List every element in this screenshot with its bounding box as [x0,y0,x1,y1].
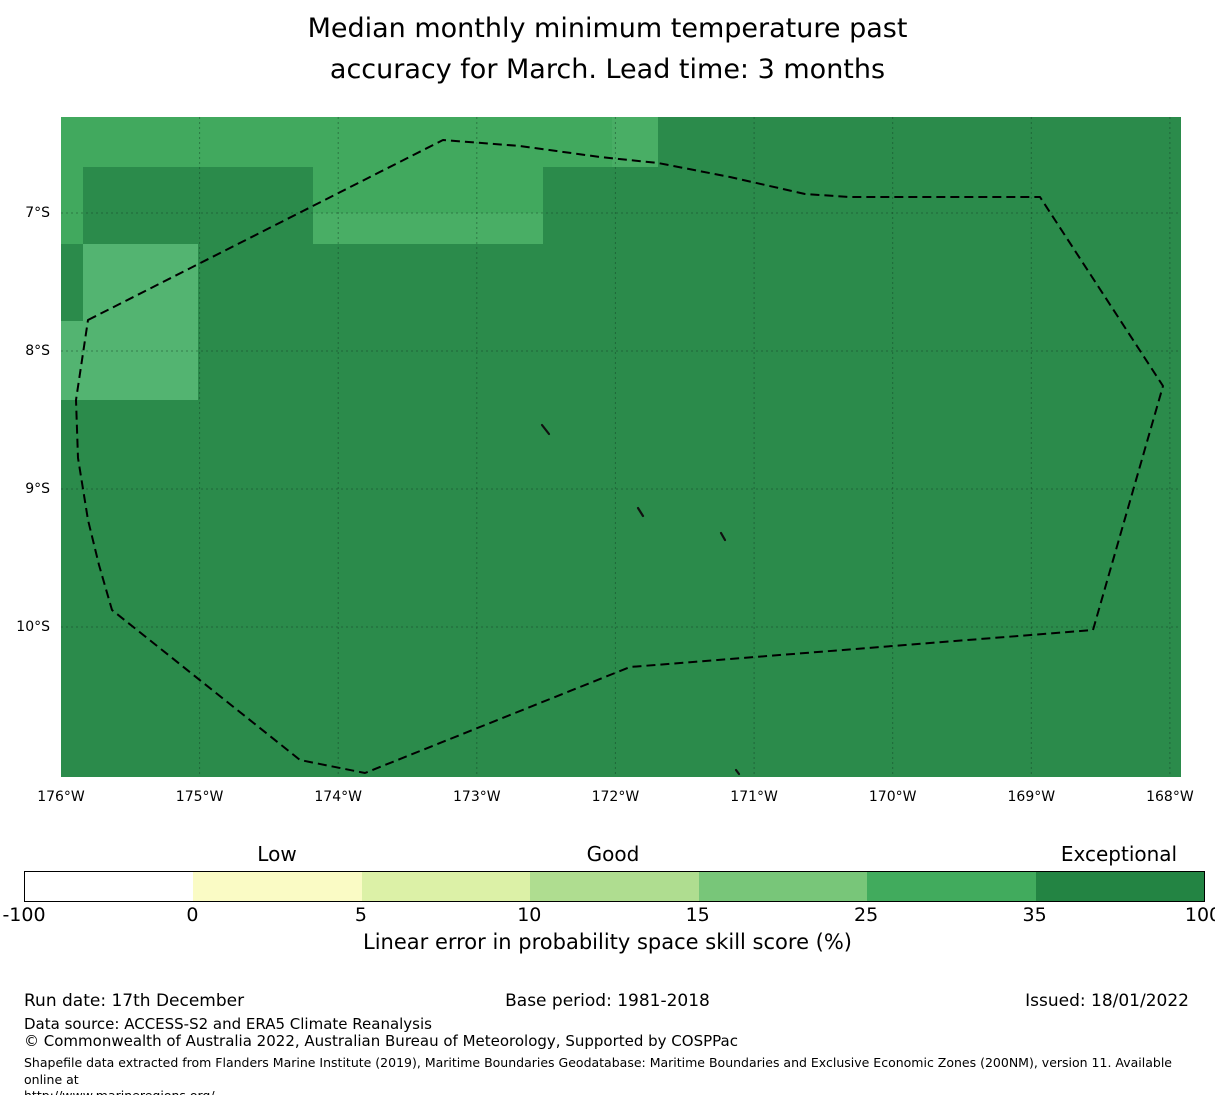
map-cell-bin-15-25 [313,213,543,244]
colorbar-segment [1035,872,1204,901]
map-cell-bin-15-25 [83,244,198,321]
chart-title: Median monthly minimum temperature past … [0,8,1215,90]
colorbar-segment [193,872,362,901]
colorbar-tick-label: 15 [685,904,710,926]
colorbar-category-title: Exceptional [1060,842,1178,866]
footer-base-period: Base period: 1981-2018 [505,991,710,1011]
colorbar-tick-label: 35 [1022,904,1047,926]
y-tick-label: 9°S [25,481,50,497]
x-tick-label: 169°W [1007,789,1056,805]
colorbar-segment [530,872,699,901]
y-tick-label: 7°S [25,205,50,221]
colorbar-axis-label: Linear error in probability space skill … [363,930,852,954]
island-mark [734,768,741,776]
colorbar-tick-label: 25 [854,904,879,926]
colorbar-tick-label: -100 [2,904,46,926]
footer-data-source: Data source: ACCESS-S2 and ERA5 Climate … [24,1015,432,1033]
island-mark [636,506,645,518]
map-overlay [61,117,1181,777]
island-mark [540,423,551,436]
colorbar-tick-label: 0 [186,904,199,926]
colorbar-segment [867,872,1036,901]
colorbar-tick-label: 10 [517,904,542,926]
footer-shapefile-note-line2: http://www.marineregions.org/. [24,1088,1199,1095]
x-tick-label: 176°W [37,789,85,805]
footer-shapefile-note-line1: Shapefile data extracted from Flanders M… [24,1055,1172,1087]
x-tick-label: 168°W [1146,789,1194,805]
x-tick-label: 173°W [453,789,501,805]
footer-shapefile-note: Shapefile data extracted from Flanders M… [24,1055,1199,1095]
colorbar-segment [698,872,868,901]
map-area [61,117,1181,777]
map-cell-layer [61,117,1181,777]
x-tick-label: 171°W [730,789,778,805]
x-tick-label: 175°W [175,789,224,805]
chart-title-line1: Median monthly minimum temperature past [307,13,908,44]
x-tick-label: 170°W [868,789,917,805]
colorbar-tick-label: 5 [354,904,367,926]
colorbar-tick-label: 100 [1184,904,1215,926]
colorbar [24,871,1205,902]
x-tick-label: 174°W [314,789,362,805]
island-mark [719,531,727,542]
colorbar-category-title: Good [586,842,640,866]
y-tick-label: 10°S [16,619,50,635]
eez-boundary-dashed [75,139,1164,774]
footer-issued-date: Issued: 18/01/2022 [1025,991,1189,1011]
colorbar-segment [361,872,531,901]
map-cell-bin-15-25 [61,321,198,400]
map-cell-bin-25-35 [61,167,83,244]
map-cell-bin-25-35 [61,117,612,167]
y-tick-label: 8°S [25,343,50,359]
chart-title-line2: accuracy for March. Lead time: 3 months [329,54,886,85]
map-cell-bin-25-35 [313,167,543,213]
colorbar-category-title: Low [257,842,297,866]
footer-copyright: © Commonwealth of Australia 2022, Austra… [24,1032,738,1050]
x-tick-label: 172°W [591,789,640,805]
colorbar-segment [25,872,194,901]
footer-run-date: Run date: 17th December [24,991,245,1011]
